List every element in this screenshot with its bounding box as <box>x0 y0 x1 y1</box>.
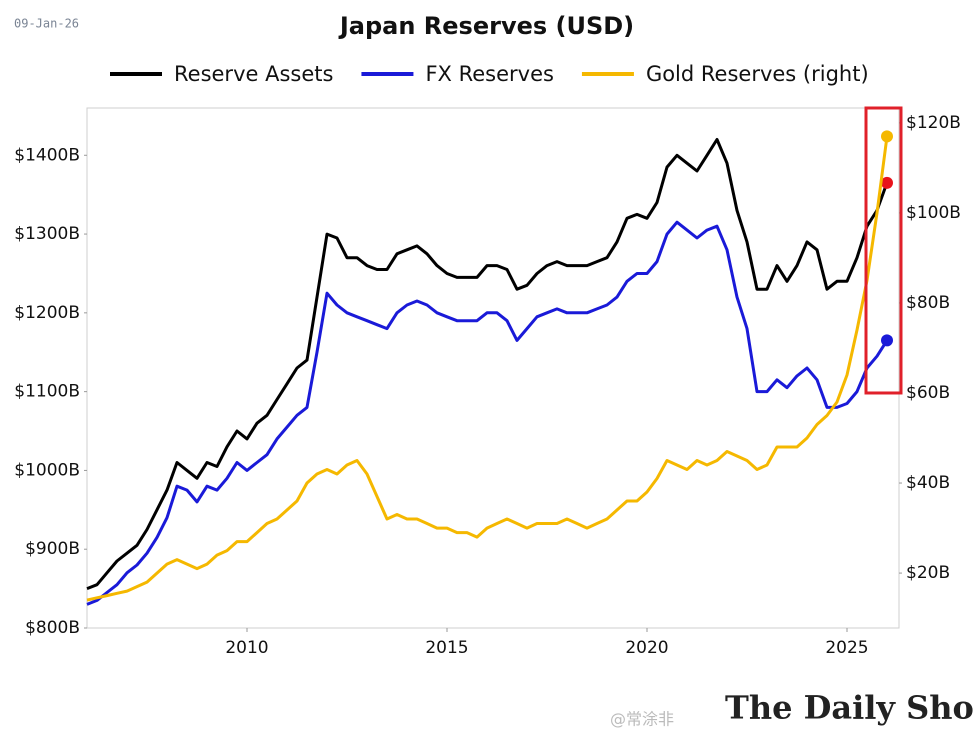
y-tick-label: $1100B <box>14 382 80 402</box>
y2-tick-label: $40B <box>906 473 950 493</box>
y-tick-label: $800B <box>25 618 80 638</box>
y2-tick-label: $100B <box>906 203 961 223</box>
plot-frame <box>86 107 900 629</box>
date-label: 09-Jan-26 <box>14 17 79 31</box>
y-tick-label: $1200B <box>14 303 80 323</box>
end-point <box>881 334 893 347</box>
y2-tick-label: $120B <box>906 113 961 133</box>
y2-tick-label: $20B <box>906 563 950 583</box>
y2-tick-label: $80B <box>906 293 950 313</box>
series-line <box>86 220 889 606</box>
y2-tick-label: $60B <box>906 383 950 403</box>
x-tick-label: 2010 <box>225 638 268 658</box>
end-point <box>881 130 893 143</box>
highlight-box <box>864 106 903 395</box>
series-line <box>86 136 889 602</box>
chart-title: Japan Reserves (USD) <box>338 12 634 40</box>
watermark: @常涂非 <box>610 710 674 729</box>
x-tick-label: 2015 <box>425 638 468 658</box>
x-tick-label: 2020 <box>625 638 668 658</box>
y-tick-label: $1300B <box>14 224 80 244</box>
x-tick-label: 2025 <box>825 638 868 658</box>
y-tick-label: $1000B <box>14 460 80 480</box>
y-tick-label: $1400B <box>14 145 80 165</box>
legend-label: Gold Reserves (right) <box>646 62 869 86</box>
y-tick-label: $900B <box>25 539 80 559</box>
end-point <box>881 176 893 189</box>
series-line <box>86 138 889 590</box>
legend-label: FX Reserves <box>425 62 554 86</box>
legend-label: Reserve Assets <box>174 62 333 86</box>
brand: The Daily Shot® <box>725 689 974 727</box>
